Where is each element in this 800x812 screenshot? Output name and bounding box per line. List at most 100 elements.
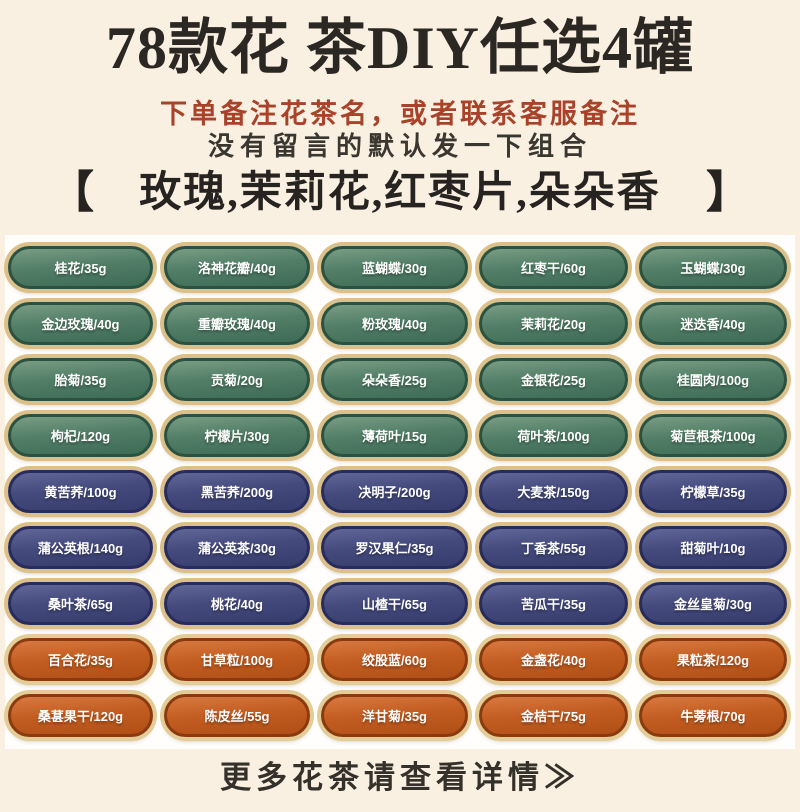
tea-pill: 柠檬草/35g [639,470,787,513]
tea-pill-label: 甜菊叶/10g [680,541,746,556]
tea-pill-label: 金丝皇菊/30g [673,597,752,612]
tea-pill: 柠檬片/30g [164,414,310,457]
tea-pill: 金盏花/40g [479,638,628,681]
tea-pill: 重瓣玫瑰/40g [164,302,310,345]
tea-pill: 红枣干/60g [479,246,628,289]
tea-grid-band: 桂花/35g 洛神花瓣/40g 蓝蝴蝶/30g 红枣干/60g 玉蝴蝶/30g 金边玫瑰/… [5,235,795,749]
tea-pill-label: 桂圆肉/100g [676,373,750,388]
tea-pill-label: 胎菊/35g [54,373,107,388]
order-remark-note: 下单备注花茶名，或者联系客服备注 [160,99,640,129]
tea-pill-label: 桑叶茶/65g [47,597,113,612]
tea-pill-label: 红枣干/60g [520,261,586,276]
tea-pill-label: 丁香茶/55g [520,541,586,556]
tea-pill: 牛蒡根/70g [639,694,787,737]
tea-pill-label: 玉蝴蝶/30g [680,261,746,276]
page-title: 78款花 茶DIY任选4罐 [105,15,694,81]
tea-pill: 荷叶茶/100g [479,414,628,457]
tea-pill-label: 苦瓜干/35g [520,597,586,612]
tea-pill: 蓝蝴蝶/30g [321,246,468,289]
right-bracket: 】 [705,168,750,217]
tea-pill-label: 洋甘菊/35g [361,709,427,724]
tea-pill-label: 大麦茶/150g [517,485,590,500]
tea-pill: 玉蝴蝶/30g [639,246,787,289]
tea-pill-label: 洛神花瓣/40g [197,261,276,276]
tea-pill: 百合花/35g [8,638,153,681]
tea-pill: 罗汉果仁/35g [321,526,468,569]
tea-pill: 枸杞/120g [8,414,153,457]
more-details-text: 更多花茶请查看详情≫ [220,760,580,795]
tea-pill-label: 荷叶茶/100g [517,429,590,444]
left-bracket: 【 [50,168,94,217]
tea-pill-label: 薄荷叶/15g [361,429,427,444]
tea-pill: 蒲公英茶/30g [164,526,310,569]
tea-pill-label: 金盏花/40g [520,653,586,668]
tea-pill: 绞股蓝/60g [321,638,468,681]
tea-pill: 贡菊/20g [164,358,310,401]
tea-pill: 菊苣根茶/100g [639,414,787,457]
tea-pill-label: 绞股蓝/60g [361,653,427,668]
tea-pill-label: 柠檬草/35g [680,485,746,500]
tea-pill-label: 金边玫瑰/40g [41,317,120,332]
tea-pill: 金丝皇菊/30g [639,582,787,625]
tea-pill-label: 决明子/200g [358,485,431,500]
tea-pill: 桑叶茶/65g [8,582,153,625]
tea-pill: 金银花/25g [479,358,628,401]
tea-pill-label: 牛蒡根/70g [680,709,746,724]
tea-pill-label: 贡菊/20g [210,373,263,388]
tea-pill: 迷迭香/40g [639,302,787,345]
tea-pill-label: 黑苦荞/200g [200,485,274,500]
tea-pill: 桂花/35g [8,246,153,289]
tea-pill: 大麦茶/150g [479,470,628,513]
tea-pill-label: 茉莉花/20g [520,317,586,332]
tea-pill: 金边玫瑰/40g [8,302,153,345]
tea-pill: 茉莉花/20g [479,302,628,345]
flower-tea-promo-banner: 78款花 茶DIY任选4罐 下单备注花茶名，或者联系客服备注 没有留言的默认发一… [0,12,800,812]
tea-pill-label: 罗汉果仁/35g [355,541,434,556]
tea-pill-label: 蒲公英根/140g [37,541,124,556]
tea-pill-label: 黄苦荞/100g [44,485,117,500]
tea-pill-label: 山楂干/65g [361,597,427,612]
tea-pill-label: 果粒茶/120g [676,653,750,668]
tea-pill: 甘草粒/100g [164,638,310,681]
tea-pill: 黑苦荞/200g [164,470,310,513]
tea-pill-label: 柠檬片/30g [204,429,270,444]
tea-pill-label: 百合花/35g [47,653,113,668]
tea-pill: 洛神花瓣/40g [164,246,310,289]
tea-pill-label: 粉玫瑰/40g [361,317,427,332]
default-combo-line: 【 玫瑰,茉莉花,红枣片,朵朵香 】 [50,168,750,218]
default-combo-text: 玫瑰,茉莉花,红枣片,朵朵香 [139,170,661,216]
tea-pill: 蒲公英根/140g [8,526,153,569]
tea-pill-label: 陈皮丝/55g [204,709,270,724]
tea-pill: 胎菊/35g [8,358,153,401]
tea-pill: 粉玫瑰/40g [321,302,468,345]
tea-pill: 金桔干/75g [479,694,628,737]
tea-pill: 果粒茶/120g [639,638,787,681]
tea-pill-label: 蒲公英茶/30g [197,541,276,556]
tea-pill: 山楂干/65g [321,582,468,625]
default-shipping-note: 没有留言的默认发一下组合 [207,132,592,161]
tea-pill-label: 金银花/25g [520,373,586,388]
tea-pill: 桑葚果干/120g [8,694,153,737]
tea-pill: 丁香茶/55g [479,526,628,569]
tea-pill: 桃花/40g [164,582,310,625]
tea-pill-label: 重瓣玫瑰/40g [197,317,276,332]
tea-pill-label: 枸杞/120g [50,429,111,444]
tea-pill: 甜菊叶/10g [639,526,787,569]
tea-pill-label: 菊苣根茶/100g [670,429,756,444]
tea-options-grid: 桂花/35g 洛神花瓣/40g 蓝蝴蝶/30g 红枣干/60g 玉蝴蝶/30g 金边玫瑰/… [5,235,795,737]
tea-pill: 洋甘菊/35g [321,694,468,737]
tea-pill-label: 桃花/40g [210,597,263,612]
tea-pill: 桂圆肉/100g [639,358,787,401]
tea-pill-label: 桑葚果干/120g [37,709,124,724]
tea-pill-label: 甘草粒/100g [200,653,274,668]
tea-pill: 朵朵香/25g [321,358,468,401]
tea-pill: 陈皮丝/55g [164,694,310,737]
tea-pill: 黄苦荞/100g [8,470,153,513]
tea-pill-label: 金桔干/75g [520,709,586,724]
tea-pill-label: 朵朵香/25g [361,373,427,388]
tea-pill-label: 桂花/35g [54,261,107,276]
tea-pill: 苦瓜干/35g [479,582,628,625]
tea-pill: 决明子/200g [321,470,468,513]
tea-pill-label: 迷迭香/40g [680,317,746,332]
tea-pill-label: 蓝蝴蝶/30g [361,261,427,276]
